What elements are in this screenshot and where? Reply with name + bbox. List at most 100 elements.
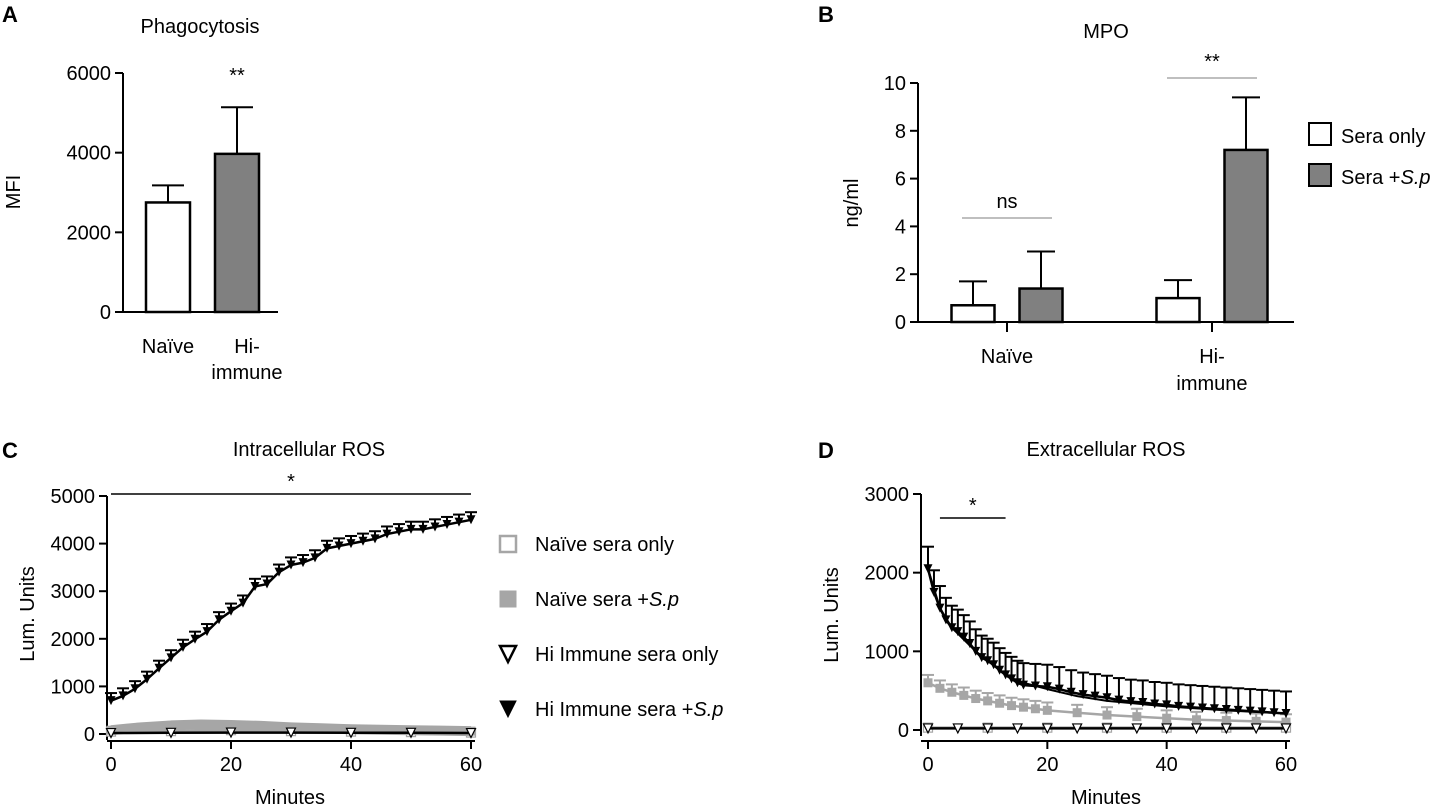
chart-c-legend-label: Naïve sera +S.p [535, 589, 679, 611]
chart-c-xlabel: Minutes [255, 787, 325, 808]
chart-c-point [454, 517, 464, 527]
chart-d-point [1041, 723, 1053, 735]
chart-c-significance: * [287, 471, 295, 493]
chart-b-y-tick-label: 4 [895, 216, 906, 238]
chart-d-point [1192, 715, 1201, 725]
chart-c-x-tick-label: 0 [105, 754, 116, 776]
chart-d-point [1090, 691, 1100, 701]
chart-d-point [1132, 712, 1142, 722]
chart-d-x-tick-label: 40 [1156, 754, 1178, 776]
chart-d-point [1012, 723, 1023, 735]
chart-a-y-tick-label: 0 [100, 302, 111, 324]
chart-c-legend-marker [498, 534, 518, 554]
chart-d-point [982, 723, 994, 735]
chart-c-point [298, 558, 308, 568]
chart-d-point [965, 638, 975, 648]
chart-a-x-tick-label: Hi- [234, 336, 260, 358]
chart-c-point [334, 541, 344, 551]
chart-c-point [142, 674, 152, 684]
chart-c-point [430, 522, 440, 532]
chart-d-point [1161, 723, 1173, 735]
chart-d-point [1221, 716, 1231, 726]
chart-d-x-tick-label: 20 [1036, 754, 1058, 776]
chart-a-bar [144, 201, 192, 314]
chart-b-significance: ** [1204, 51, 1220, 73]
chart-panel-b: MPO ng/ml 0 2 4 6 8 10 Naïve Hi-immune ns ** Sera … [841, 21, 1431, 395]
chart-d-point [1054, 684, 1064, 694]
chart-d-point [995, 698, 1005, 708]
chart-d-point [923, 678, 933, 688]
chart-a-x-tick-label: Naïve [142, 336, 194, 358]
chart-d-point [1101, 723, 1113, 735]
chart-c-legend-marker [497, 644, 519, 665]
chart-d-point [971, 694, 981, 704]
chart-d-y-tick-label: 3000 [865, 484, 910, 506]
chart-b-bar [1018, 287, 1064, 324]
chart-c-y-tick-label: 1000 [51, 676, 96, 698]
chart-c-point [118, 691, 128, 701]
chart-d-point [1007, 701, 1017, 711]
chart-d-point [1251, 716, 1261, 726]
chart-c-point [322, 543, 332, 553]
chart-d-point [983, 696, 993, 706]
chart-c-point [250, 581, 260, 591]
chart-a-y-tick-label: 4000 [67, 143, 112, 165]
chart-d-point [959, 632, 969, 642]
chart-c-point [256, 721, 266, 731]
chart-c-y-tick-label: 5000 [51, 486, 96, 508]
chart-d-y-tick-label: 2000 [865, 563, 910, 585]
chart-b-bar [1223, 148, 1269, 324]
chart-d-point [1191, 723, 1202, 735]
chart-c-point [358, 536, 368, 546]
chart-c-point [106, 696, 116, 706]
chart-c-point [166, 653, 176, 663]
chart-c-y-tick-label: 3000 [51, 581, 96, 603]
chart-b-ylabel: ng/ml [841, 179, 863, 228]
chart-c-legend-label: Naïve sera only [535, 534, 674, 556]
chart-c-point [345, 727, 357, 739]
chart-d-point [1280, 723, 1292, 735]
chart-d-point [935, 683, 945, 693]
chart-a-ylabel: MFI [3, 175, 25, 209]
chart-b-y-tick-label: 0 [895, 312, 906, 334]
chart-panel-d: Extracellular ROS Lum. Units Minutes 0 10… [821, 439, 1297, 808]
chart-c-point [286, 722, 296, 732]
chart-c-point [285, 727, 297, 739]
chart-d-point [1078, 690, 1088, 700]
chart-b-x-tick-label: immune [1176, 373, 1247, 395]
chart-b-x-tick-label: Hi- [1199, 346, 1225, 368]
chart-d-significance: * [969, 495, 977, 517]
chart-c-point [262, 579, 272, 589]
panel-label-d: D [818, 438, 834, 463]
chart-c-point [190, 634, 200, 644]
chart-c-point [165, 727, 177, 739]
chart-c-x-tick-label: 40 [340, 754, 362, 776]
chart-c-y-tick-label: 4000 [51, 534, 96, 556]
chart-d-point [952, 723, 964, 735]
chart-c-point [105, 727, 117, 739]
chart-d-xlabel: Minutes [1071, 787, 1141, 808]
chart-d-point [953, 627, 963, 637]
chart-c-point [346, 539, 356, 549]
chart-c-legend-label: Hi Immune sera +S.p [535, 699, 723, 721]
chart-c-x-tick-label: 20 [220, 754, 242, 776]
chart-c-point [418, 524, 428, 534]
chart-a-title: Phagocytosis [141, 16, 260, 38]
chart-d-point [1162, 713, 1172, 723]
chart-c-point [286, 560, 296, 570]
chart-c-point [202, 627, 212, 637]
chart-b-legend-label: Sera +S.p [1341, 167, 1431, 189]
chart-c-point [376, 725, 386, 735]
chart-d-point [1220, 723, 1232, 735]
chart-d-point [947, 687, 957, 697]
chart-b-legend-swatch [1308, 122, 1332, 146]
chart-d-point [1162, 700, 1172, 710]
chart-d-point [1072, 708, 1082, 718]
chart-c-point [382, 529, 392, 539]
chart-d-point [1066, 687, 1076, 697]
chart-c-y-tick-label: 0 [84, 724, 95, 746]
chart-panel-c: Intracellular ROS Lum. Units Minutes 0 10… [17, 439, 723, 808]
chart-d-x-tick-label: 0 [922, 754, 933, 776]
panel-label-b: B [818, 2, 834, 27]
chart-c-x-tick-label: 60 [460, 754, 482, 776]
